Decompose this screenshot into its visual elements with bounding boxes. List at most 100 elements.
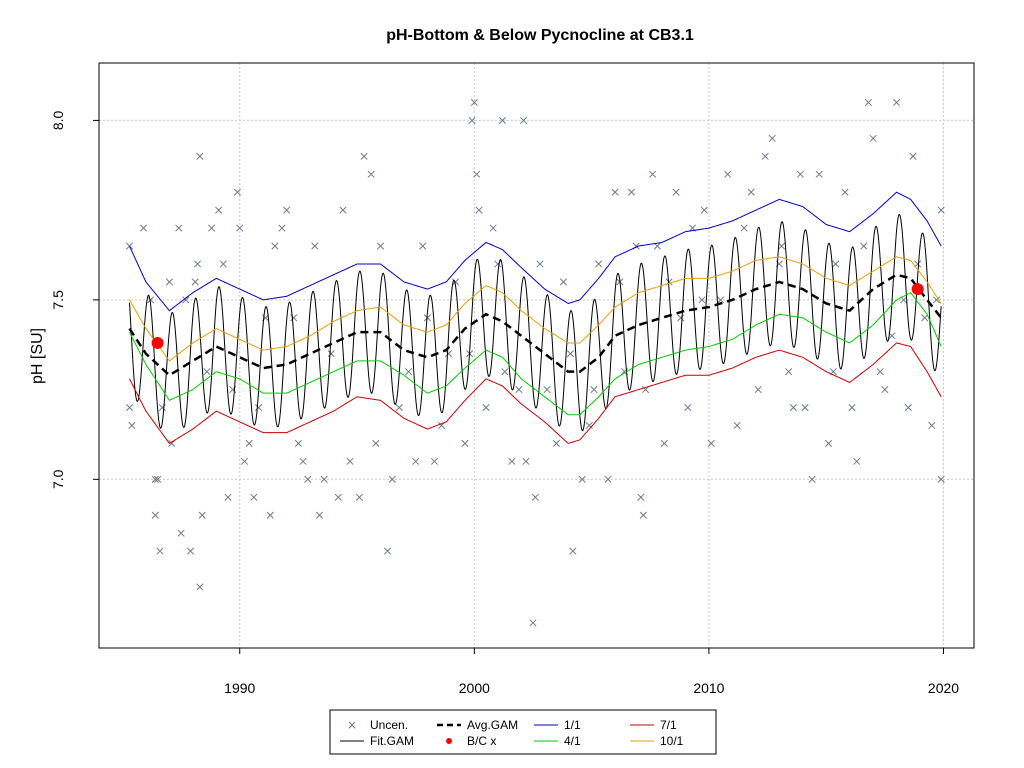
- uncen-point: [536, 260, 544, 268]
- uncen-point: [299, 457, 307, 465]
- uncen-point: [151, 511, 159, 519]
- legend: × Uncen. Fit.GAM Avg.GAM B/C x 1/1 4/1 7…: [329, 709, 717, 755]
- uncen-point: [278, 224, 286, 232]
- uncen-point: [522, 457, 530, 465]
- legend-label-7-1: 7/1: [660, 718, 677, 732]
- uncen-point: [498, 116, 507, 124]
- uncen-point: [367, 170, 375, 178]
- uncen-point: [334, 493, 342, 501]
- uncen-point: [147, 296, 155, 304]
- uncen-point: [203, 368, 211, 376]
- uncen-point: [825, 439, 833, 447]
- uncen-point: [921, 314, 929, 322]
- uncen-point: [724, 170, 732, 178]
- uncen-point: [468, 116, 476, 124]
- uncen-point: [470, 98, 478, 107]
- bc-point: [151, 336, 164, 349]
- uncen-point: [372, 439, 380, 447]
- uncen-point: [508, 457, 516, 465]
- uncen-point: [233, 188, 241, 196]
- uncen-point: [747, 188, 755, 196]
- x-tick-label: 2000: [459, 680, 490, 696]
- uncen-point: [717, 296, 725, 304]
- legend-uncen-marker: ×: [347, 718, 357, 732]
- axes: 1990 2000 2010 2020 7.0 7.5 8.0: [50, 110, 959, 696]
- uncen-point: [928, 421, 936, 430]
- legend-label-4-1: 4/1: [564, 734, 581, 748]
- uncen-point: [501, 368, 509, 376]
- uncen-point: [444, 350, 453, 358]
- uncen-point: [754, 386, 762, 394]
- uncen-point: [595, 260, 603, 268]
- uncen-point: [290, 314, 298, 322]
- legend-label-bc: B/C x: [467, 734, 496, 748]
- uncen-point: [796, 170, 804, 178]
- uncen-point: [531, 493, 539, 501]
- uncen-point: [660, 439, 668, 447]
- uncen-point: [578, 475, 586, 483]
- uncen-point: [700, 206, 708, 214]
- uncen-point: [733, 421, 741, 430]
- uncen-point: [360, 152, 368, 160]
- uncen-point: [294, 439, 302, 447]
- y-axis-label: pH [SU]: [29, 328, 46, 384]
- uncen-point: [196, 152, 204, 160]
- uncen-point: [198, 511, 206, 519]
- uncen-point: [140, 224, 148, 232]
- uncen-point: [881, 386, 889, 394]
- uncen-point: [315, 511, 324, 519]
- uncen-point: [151, 475, 159, 483]
- uncen-point: [801, 403, 809, 412]
- legend-label-fitgam: Fit.GAM: [370, 734, 414, 748]
- uncen-point: [452, 278, 460, 286]
- uncen-point: [412, 457, 420, 465]
- uncen-point: [937, 475, 945, 483]
- uncen-point: [311, 242, 319, 250]
- uncen-point: [405, 368, 413, 376]
- uncen-point: [543, 386, 551, 394]
- uncen-point: [196, 583, 204, 591]
- uncen-point: [848, 403, 856, 412]
- bc-point: [911, 283, 924, 296]
- uncen-point: [383, 547, 392, 555]
- uncen-point: [627, 188, 636, 196]
- uncen-point: [832, 260, 840, 268]
- uncen-point: [841, 188, 849, 196]
- uncen-point: [778, 242, 786, 250]
- plot-area: [125, 98, 945, 627]
- avg-gam-line: [128, 273, 943, 377]
- uncen-point: [649, 170, 657, 178]
- uncen-point: [698, 296, 706, 304]
- grid-lines: [99, 63, 974, 648]
- uncen-point: [761, 152, 769, 160]
- uncen-point: [672, 188, 680, 196]
- y-tick-label: 7.5: [50, 290, 66, 310]
- uncen-point: [165, 278, 173, 286]
- uncen-point: [740, 224, 748, 232]
- uncen-point: [559, 278, 568, 286]
- uncen-point: [283, 206, 291, 214]
- uncen-point: [304, 475, 312, 483]
- uncen-point: [860, 242, 868, 250]
- uncen-point: [552, 439, 560, 447]
- legend-box: [329, 709, 717, 755]
- uncen-point: [175, 224, 183, 232]
- uncen-point: [566, 350, 575, 358]
- y-tick-label: 7.0: [50, 469, 66, 489]
- uncen-point: [419, 242, 427, 250]
- uncen-point: [515, 386, 523, 394]
- uncen-point: [177, 529, 185, 537]
- uncen-point: [768, 134, 776, 142]
- uncen-point: [904, 403, 912, 412]
- x-tick-label: 1990: [224, 680, 255, 696]
- uncen-point: [327, 350, 335, 358]
- uncen-point: [215, 206, 223, 214]
- legend-bc-marker: [446, 738, 452, 744]
- uncen-point: [637, 493, 645, 501]
- uncen-point: [473, 170, 481, 178]
- uncen-point: [168, 439, 176, 447]
- uncen-point: [853, 457, 861, 465]
- uncen-point: [320, 475, 328, 483]
- uncen-point: [461, 439, 469, 447]
